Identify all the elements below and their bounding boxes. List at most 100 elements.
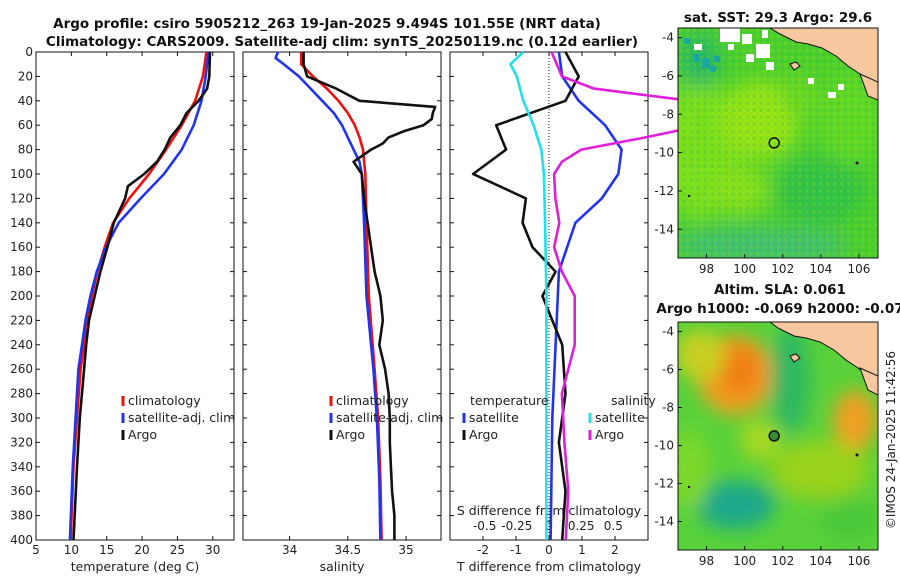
- sla-axes-ytick-label: -8: [662, 401, 674, 415]
- sla-map: 98 100 102 104 106 -4 -6 -8 -10 -12 -14: [654, 321, 879, 568]
- diff-s-legend-label: satellite: [595, 410, 645, 425]
- sst-axes-xtick-label: 106: [847, 262, 870, 276]
- sal-xtick-label: 34.5: [334, 543, 361, 557]
- temp-xtick-label: 30: [205, 543, 220, 557]
- sla-axes-xtick-label: 102: [771, 554, 794, 568]
- temp-legend-label: Argo: [128, 427, 157, 442]
- diff-xtick-label: -1: [510, 543, 522, 557]
- sla-land-sumatra: [769, 322, 878, 381]
- sla-axes-ytick-label: -6: [662, 363, 674, 377]
- temp-xtick-label: 10: [64, 543, 79, 557]
- sla-axes-ytick-label: -4: [662, 325, 674, 339]
- temp-ytick-label: 80: [18, 143, 33, 157]
- temp-xtick-label: 20: [134, 543, 149, 557]
- sla-axes-ytick-label: -10: [654, 439, 674, 453]
- sst-axes-ytick-label: -6: [662, 69, 674, 83]
- sla-argo-marker: [768, 430, 780, 442]
- sal-xtick-label: 34: [282, 543, 297, 557]
- sst-axes-xtick-label: 100: [733, 262, 756, 276]
- temp-ytick-label: 40: [18, 94, 33, 108]
- figure-title-line1: Argo profile: csiro 5905212_263 19-Jan-2…: [53, 16, 601, 32]
- sst-axes-xtick-label: 104: [809, 262, 832, 276]
- temp-ytick-label: 320: [10, 435, 33, 449]
- diff-xtick2-label: -0.5: [473, 519, 496, 533]
- sal-xtick-label: 35: [398, 543, 413, 557]
- sst-axes-ytick-label: -8: [662, 107, 674, 121]
- temp-ytick-label: 60: [18, 118, 33, 132]
- sal-satellite-adj--clim-line: [274, 51, 382, 541]
- diff-s-satellite-line: [509, 51, 548, 540]
- sst-axes-xtick-label: 102: [771, 262, 794, 276]
- sst-map-title: sat. SST: 29.3 Argo: 29.6: [684, 10, 872, 26]
- temp-ytick-label: 260: [10, 362, 33, 376]
- diff-t-satellite-line: [549, 51, 623, 541]
- sst-map-axes: 98 100 102 104 106 -4 -6 -8 -10 -12 -14: [654, 31, 870, 276]
- temp-climatology-line: [69, 51, 208, 541]
- sla-axes-xtick-label: 104: [809, 554, 832, 568]
- diff-xtick2-label: 0.25: [568, 519, 595, 533]
- sla-axes-xtick-label: 106: [847, 554, 870, 568]
- temp-ytick-label: 340: [10, 460, 33, 474]
- diff-s-legend-label: Argo: [595, 427, 624, 442]
- sst-axes-ytick-label: -12: [654, 184, 674, 198]
- sst-island: [789, 61, 801, 71]
- temp-frame: [35, 51, 235, 541]
- sla-islet: [855, 453, 859, 457]
- temp-ytick-label: 180: [10, 265, 33, 279]
- imos-credit: ©IMOS 24-Jan-2025 11:42:56: [884, 351, 898, 529]
- diff-xtick-label: 0: [545, 543, 553, 557]
- sst-cool-patches: [684, 38, 720, 72]
- temp-legend-label: satellite-adj. clim: [128, 410, 235, 425]
- diff-xtick-label: 1: [578, 543, 586, 557]
- temp-argo-line: [72, 51, 212, 541]
- temp-ytick-label: 20: [18, 69, 33, 83]
- figure-title-line2: Climatology: CARS2009. Satellite-adj cli…: [46, 34, 638, 50]
- sst-land-sumatra: [769, 28, 878, 86]
- temp-ytick-label: 100: [10, 167, 33, 181]
- sla-island: [789, 353, 801, 363]
- sla-axes-ytick-label: -14: [654, 515, 674, 529]
- sst-islet: [855, 161, 859, 165]
- sla-islet-2: [687, 485, 691, 489]
- sst-map: 98 100 102 104 106 -4 -6 -8 -10 -12 -14: [654, 27, 879, 276]
- sst-islet-2: [687, 194, 691, 198]
- sst-cloud-mask-east: [808, 78, 844, 98]
- temp-satellite-adj--clim-line: [68, 51, 210, 541]
- temp-ytick-label: 200: [10, 289, 33, 303]
- temp-ytick-label: 400: [10, 533, 33, 547]
- sst-axes-ytick-label: -14: [654, 222, 674, 236]
- diff-xtick2-label: 0.5: [604, 519, 623, 533]
- temp-ytick-label: 220: [10, 313, 33, 327]
- sal-legend-label: climatology: [336, 393, 409, 408]
- sst-map-frame: [677, 27, 879, 259]
- temp-ytick-label: 0: [25, 45, 33, 59]
- temp-xlabel: temperature (deg C): [71, 559, 200, 574]
- temp-ytick-label: 380: [10, 509, 33, 523]
- sla-land-java: [859, 367, 878, 396]
- diff-t-legend-label: Argo: [469, 427, 498, 442]
- salinity-panel: 34 34.5 35 salinity climatology satellite-adj…: [242, 51, 443, 574]
- temp-ytick-label: 240: [10, 338, 33, 352]
- diff-legend-salinity: salinity: [611, 393, 656, 408]
- temperature-panel: 0 20 40 60 80 100 120 140 160 180 200 220 240 260 280 3…: [10, 45, 235, 574]
- diff-xlabel2: S difference from climatology: [457, 503, 642, 518]
- diff-xtick2-label: 0: [545, 519, 553, 533]
- sla-field-texture: [678, 325, 878, 542]
- sla-map-frame: [677, 321, 879, 551]
- sla-axes-ytick-label: -12: [654, 477, 674, 491]
- diff-t-legend-label: satellite: [469, 410, 519, 425]
- sla-axes-xtick-label: 100: [733, 554, 756, 568]
- temp-ytick-label: 280: [10, 387, 33, 401]
- diff-xtick-label: 2: [611, 543, 619, 557]
- temp-ytick-label: 300: [10, 411, 33, 425]
- sst-land-java: [859, 73, 878, 101]
- sst-axes-ytick-label: -4: [662, 31, 674, 45]
- sst-axes-xtick-label: 98: [699, 262, 714, 276]
- temp-xtick-label: 25: [170, 543, 185, 557]
- temp-ytick-label: 140: [10, 216, 33, 230]
- diff-xtick2-label: -0.25: [501, 519, 532, 533]
- sal-xlabel: salinity: [320, 559, 365, 574]
- sla-map-title: Altim. SLA: 0.061: [714, 282, 846, 298]
- temp-xtick-label: 5: [32, 543, 40, 557]
